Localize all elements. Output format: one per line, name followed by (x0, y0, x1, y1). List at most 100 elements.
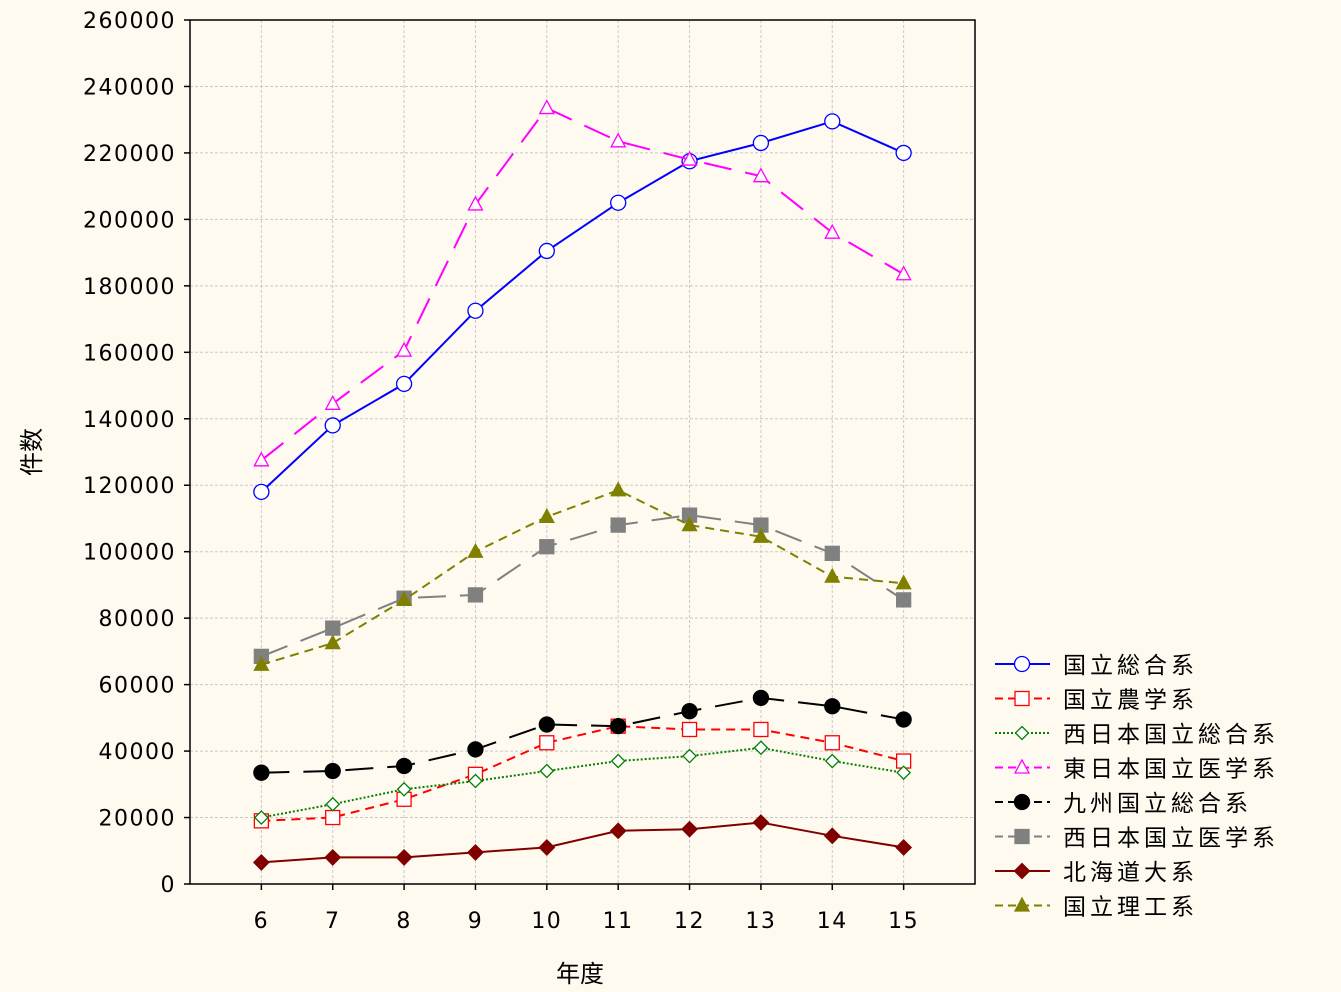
legend-item: 西日本国立医学系 (995, 826, 1279, 852)
data-point (609, 822, 627, 840)
y-tick-label: 180000 (83, 275, 176, 300)
x-tick-label: 13 (745, 909, 776, 934)
x-axis: 6 7 8 9 10 11 12 13 14 15 (254, 884, 919, 934)
legend-marker (1014, 725, 1030, 741)
x-tick-label: 6 (254, 909, 270, 934)
series-line (260, 106, 905, 462)
data-point (253, 451, 270, 467)
data-point (682, 748, 697, 764)
data-point (253, 483, 270, 501)
data-point (681, 703, 698, 720)
data-point (538, 242, 555, 260)
series-line (261, 725, 904, 822)
data-point (895, 574, 912, 590)
data-point (610, 194, 627, 211)
data-point (824, 698, 841, 715)
data-point (324, 394, 341, 410)
data-point (538, 507, 555, 523)
data-point (395, 848, 413, 866)
grid-lines (190, 20, 975, 884)
y-tick-label: 100000 (83, 541, 176, 566)
series-line (261, 489, 904, 666)
legend-item: 北海道大系 (995, 860, 1198, 886)
data-point (325, 809, 341, 826)
series-line (261, 746, 904, 819)
data-point (467, 302, 484, 319)
data-point (539, 763, 555, 779)
data-point (538, 716, 555, 733)
data-point (752, 689, 770, 707)
data-point (681, 150, 698, 166)
data-point (824, 753, 840, 769)
y-tick-label: 80000 (99, 607, 177, 632)
legend-marker (1014, 690, 1030, 707)
data-point (681, 721, 698, 738)
legend-item: 東日本国立医学系 (995, 757, 1275, 783)
data-point (610, 718, 627, 735)
series-line (261, 821, 904, 864)
y-axis: 0 20000 40000 60000 80000 100000 120000 140000 1… (83, 9, 190, 898)
series-3 (253, 99, 912, 467)
data-point (610, 481, 627, 497)
series-line (261, 696, 904, 774)
y-tick-label: 60000 (99, 674, 177, 699)
data-point (325, 796, 341, 812)
y-axis-title: 件数 (18, 428, 46, 476)
series-4 (253, 689, 912, 781)
data-point (895, 592, 912, 608)
series-line (261, 514, 905, 658)
x-tick-label: 14 (817, 909, 848, 934)
series-0 (253, 113, 912, 501)
data-point (539, 735, 555, 751)
data-point (538, 839, 556, 856)
legend-label: 国立総合系 (1063, 653, 1198, 679)
x-tick-label: 9 (468, 909, 484, 934)
legend-item: 国立農学系 (995, 688, 1198, 714)
legend-label: 国立農学系 (1063, 688, 1198, 714)
data-point (752, 814, 770, 831)
x-tick-label: 8 (396, 909, 412, 934)
data-point (467, 844, 484, 861)
data-point (823, 827, 841, 845)
data-point (253, 764, 270, 781)
data-point (396, 591, 413, 607)
y-tick-label: 220000 (83, 142, 176, 167)
legend-marker (1013, 758, 1031, 774)
legend-label: 北海道大系 (1063, 860, 1198, 886)
data-point (681, 516, 698, 532)
legend-label: 西日本国立総合系 (1063, 722, 1279, 748)
data-point (467, 587, 484, 603)
series-line (260, 120, 905, 493)
data-point (253, 655, 270, 671)
legend: 国立総合系国立農学系西日本国立総合系東日本国立医学系九州国立総合系西日本国立医学… (995, 653, 1279, 921)
data-point (824, 223, 841, 239)
y-tick-label: 260000 (83, 9, 176, 34)
y-tick-label: 120000 (83, 474, 176, 499)
legend-item: 九州国立総合系 (995, 791, 1248, 817)
data-point (324, 634, 341, 650)
legend-label: 西日本国立医学系 (1063, 826, 1279, 852)
data-point (324, 848, 342, 866)
y-tick-label: 160000 (83, 341, 176, 366)
x-axis-title: 年度 (556, 960, 604, 988)
x-tick-label: 15 (888, 909, 919, 934)
y-tick-label: 240000 (83, 75, 176, 100)
series-1 (253, 718, 912, 829)
series-7 (253, 481, 912, 671)
data-point (752, 527, 769, 543)
legend-marker (1013, 862, 1031, 880)
data-point (895, 265, 912, 281)
legend-marker (1014, 828, 1030, 845)
data-point (396, 781, 412, 797)
legend-item: 西日本国立総合系 (995, 722, 1279, 748)
legend-marker (1013, 655, 1031, 673)
data-point (467, 195, 484, 211)
data-point (395, 757, 413, 775)
y-tick-label: 0 (161, 873, 177, 898)
data-point (610, 132, 627, 148)
y-tick-label: 140000 (83, 408, 176, 433)
legend-marker (1013, 896, 1031, 912)
y-tick-label: 20000 (99, 807, 177, 832)
data-point (824, 545, 840, 562)
